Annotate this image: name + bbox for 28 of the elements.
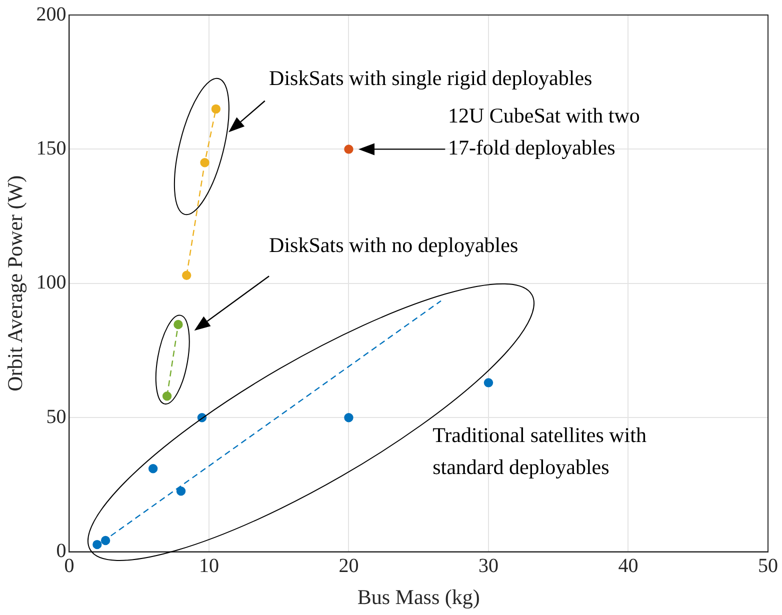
point: [484, 378, 494, 388]
y-tick-label: 100: [36, 272, 66, 294]
point: [344, 144, 354, 154]
point: [182, 270, 192, 280]
annotation: DiskSats with no deployables: [269, 232, 518, 257]
point: [211, 104, 221, 114]
annotation: Traditional satellites with standard deployables: [432, 422, 647, 479]
point: [174, 320, 183, 330]
x-tick-label: 30: [478, 555, 498, 578]
point: [148, 464, 158, 474]
x-tick-label: 10: [198, 555, 219, 578]
point: [162, 392, 172, 401]
point: [200, 158, 210, 168]
point: [176, 486, 186, 496]
x-tick-label: 50: [758, 555, 778, 578]
point: [100, 536, 110, 546]
point: [92, 540, 102, 550]
x-axis-title: Bus Mass (kg): [357, 584, 480, 609]
x-tick-label: 20: [338, 555, 359, 578]
x-tick-label: 40: [618, 555, 638, 578]
point: [344, 413, 354, 422]
y-axis-title: Orbit Average Power (W): [3, 175, 28, 392]
y-tick-label: 50: [46, 406, 66, 428]
y-tick-label: 150: [36, 137, 66, 160]
y-tick-label: 0: [56, 540, 66, 562]
annotation: DiskSats with single rigid deployables: [269, 66, 592, 90]
y-tick-label: 200: [36, 3, 66, 26]
annotation: 12U CubeSat with two 17-fold deployables: [448, 104, 640, 160]
